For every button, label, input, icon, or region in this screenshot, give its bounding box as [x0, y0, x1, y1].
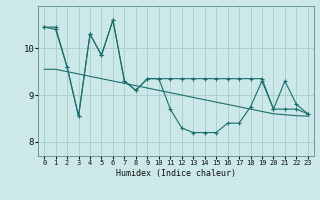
X-axis label: Humidex (Indice chaleur): Humidex (Indice chaleur): [116, 169, 236, 178]
